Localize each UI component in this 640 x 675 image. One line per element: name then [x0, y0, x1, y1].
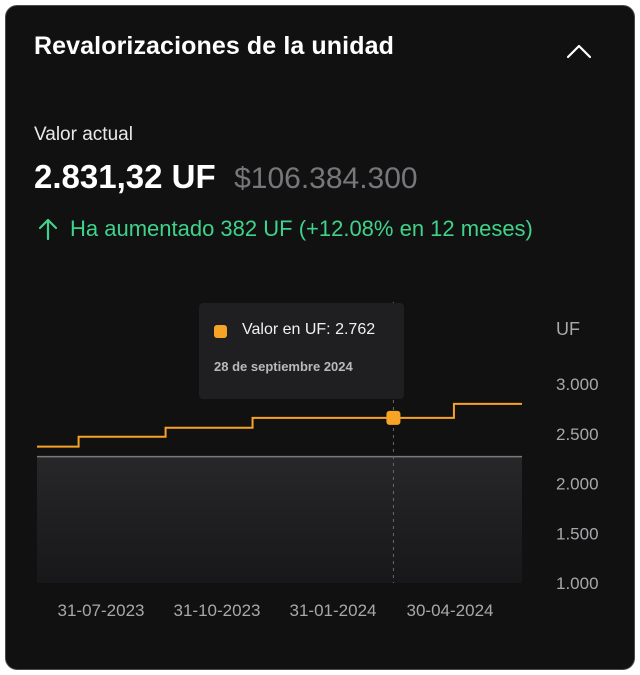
- valuation-chart[interactable]: UF 3.000 2.500 2.000 1.500 1.000 31-07-2023 31…: [6, 6, 635, 670]
- x-tick-label: 31-07-2023: [58, 601, 145, 620]
- series-line: [37, 402, 522, 448]
- change-indicator: Ha aumentado 382 UF (+12.08% en 12 meses…: [38, 216, 533, 242]
- tooltip-date: 28 de septiembre 2024: [214, 359, 353, 374]
- change-text: Ha aumentado 382 UF (+12.08% en 12 meses…: [70, 216, 533, 241]
- collapse-button[interactable]: [562, 36, 596, 66]
- current-value-row: 2.831,32 UF $106.384.300: [34, 158, 418, 196]
- x-tick-label: 31-01-2024: [290, 601, 377, 620]
- tooltip-value: Valor en UF: 2.762: [242, 321, 376, 338]
- arrow-up-icon: [38, 218, 58, 241]
- current-value-uf: 2.831,32 UF: [34, 158, 216, 195]
- x-tick-label: 31-10-2023: [174, 601, 261, 620]
- y-tick-label: 1.500: [556, 524, 599, 543]
- chart-tooltip: Valor en UF: 2.762 28 de septiembre 2024: [199, 303, 404, 399]
- y-axis-title: UF: [556, 319, 580, 339]
- card-title: Revalorizaciones de la unidad: [34, 32, 394, 60]
- current-value-label: Valor actual: [34, 124, 133, 145]
- valuation-card: Revalorizaciones de la unidad Valor actu…: [5, 5, 635, 670]
- y-tick-label: 2.000: [556, 475, 599, 494]
- tooltip-series-swatch: [214, 325, 227, 338]
- y-tick-label: 1.000: [556, 574, 599, 593]
- y-tick-label: 3.000: [556, 375, 599, 394]
- chevron-up-icon: [566, 44, 592, 59]
- baseline-area: [37, 456, 522, 583]
- current-value-clp: $106.384.300: [234, 162, 418, 195]
- x-tick-label: 30-04-2024: [407, 601, 494, 620]
- y-tick-label: 2.500: [556, 425, 599, 444]
- highlight-point: [386, 410, 401, 425]
